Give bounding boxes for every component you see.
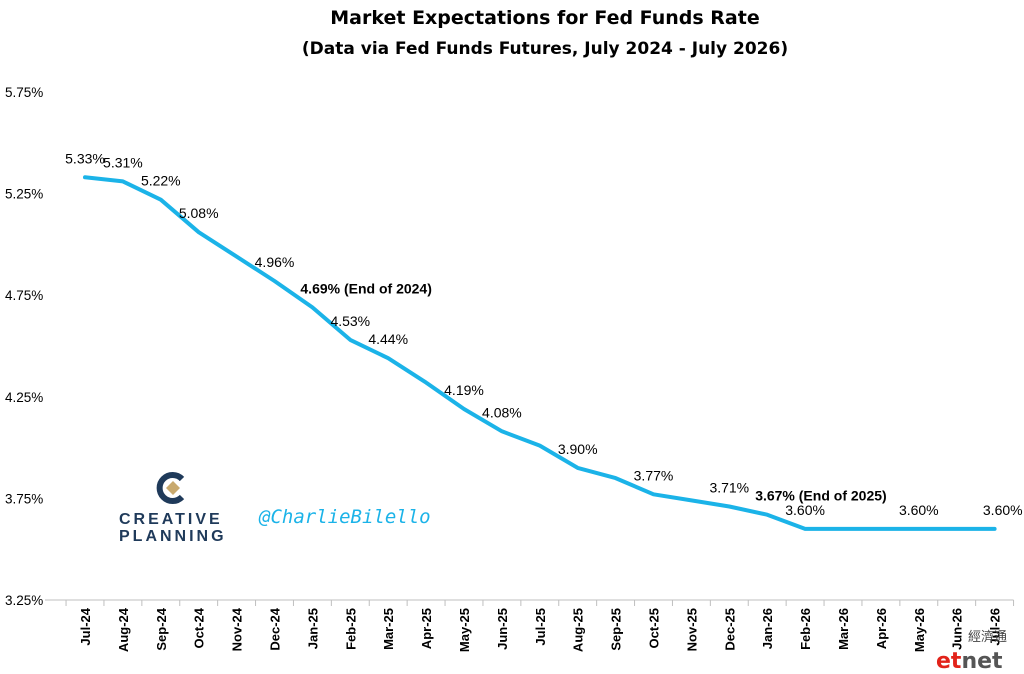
creative-planning-emblem-icon [156, 472, 185, 504]
data-label: 3.60% [899, 502, 939, 518]
x-tick-label: Jul-26 [988, 608, 1003, 646]
data-label: 4.44% [368, 331, 408, 347]
x-tick-label: Oct-25 [647, 608, 662, 648]
data-label: 5.33% [65, 150, 105, 166]
data-label: 3.77% [634, 467, 674, 483]
twitter-handle: @CharlieBilello [258, 506, 431, 528]
watermark-etnet: etnet [936, 649, 1003, 674]
data-label: 3.67% (End of 2025) [755, 488, 887, 504]
data-label: 5.08% [179, 205, 219, 221]
data-label: 3.90% [558, 441, 598, 457]
logo-line-creative: CREATIVE [119, 511, 223, 528]
creative-planning-logo: CREATIVE PLANNING [119, 472, 227, 545]
y-tick-label: 3.25% [5, 593, 43, 608]
data-label: 5.22% [141, 173, 181, 189]
x-tick-label: Sep-25 [609, 608, 624, 651]
x-tick-label: Jun-25 [495, 608, 510, 650]
data-label: 4.96% [255, 254, 295, 270]
x-tick-label: May-26 [912, 608, 927, 652]
y-tick-label: 5.75% [5, 85, 43, 100]
x-tick-label: Aug-24 [116, 607, 131, 652]
data-label: 4.69% (End of 2024) [300, 280, 432, 296]
data-label: 4.19% [444, 382, 484, 398]
x-tick-label: Jan-26 [760, 608, 775, 649]
logo-line-planning: PLANNING [119, 528, 227, 545]
series-layer [83, 175, 997, 531]
x-tick-label: Nov-24 [230, 607, 245, 651]
x-tick-label: Sep-24 [154, 607, 169, 650]
x-tick-label: Oct-24 [192, 607, 207, 648]
y-tick-label: 4.25% [5, 390, 43, 405]
x-tick-label: May-25 [457, 608, 472, 652]
chart-title: Market Expectations for Fed Funds Rate [330, 7, 759, 29]
y-tick-label: 4.75% [5, 288, 43, 303]
watermark-chinese: 經濟通 [968, 629, 1007, 645]
data-label: 3.71% [709, 480, 749, 496]
x-tick-label: Nov-25 [684, 608, 699, 651]
data-label: 3.60% [785, 502, 825, 518]
x-tick-label: Jul-25 [533, 608, 548, 646]
y-axis: 3.25% 3.75% 4.25% 4.75% 5.25% 5.75% [5, 85, 43, 608]
watermark-net: net [961, 649, 1003, 674]
x-tick-label: Dec-25 [722, 608, 737, 651]
x-tick-label: Jul-24 [78, 607, 93, 645]
y-tick-label: 5.25% [5, 187, 43, 202]
etnet-watermark: 經濟通 etnet [936, 629, 1007, 674]
x-axis: Jul-24 Aug-24 Sep-24 Oct-24 Nov-24 Dec-24 Jan-… [45, 599, 1015, 652]
y-tick-label: 3.75% [5, 491, 43, 506]
watermark-et: et [936, 649, 962, 674]
x-tick-label: Mar-25 [381, 608, 396, 650]
x-tick-label: Dec-24 [268, 607, 283, 650]
data-label: 5.31% [103, 154, 143, 170]
series-line [83, 175, 997, 531]
x-tick-label: Jun-26 [950, 608, 965, 650]
data-label: 4.08% [482, 404, 522, 420]
chart-subtitle: (Data via Fed Funds Futures, July 2024 -… [302, 39, 788, 59]
data-labels: 5.33%5.31% 5.22% 5.08% 4.96% 4.69% (End of 2… [65, 150, 1022, 518]
data-label: 4.53% [330, 313, 370, 329]
x-tick-label: Jan-25 [305, 608, 320, 649]
x-tick-label: Mar-26 [836, 608, 851, 650]
x-tick-label: Apr-25 [419, 608, 434, 649]
x-tick-label: Apr-26 [874, 608, 889, 649]
x-tick-label: Aug-25 [571, 608, 586, 652]
x-tick-label: Feb-25 [343, 608, 358, 650]
data-label: 3.60% [983, 502, 1023, 518]
x-tick-label: Feb-26 [798, 608, 813, 650]
